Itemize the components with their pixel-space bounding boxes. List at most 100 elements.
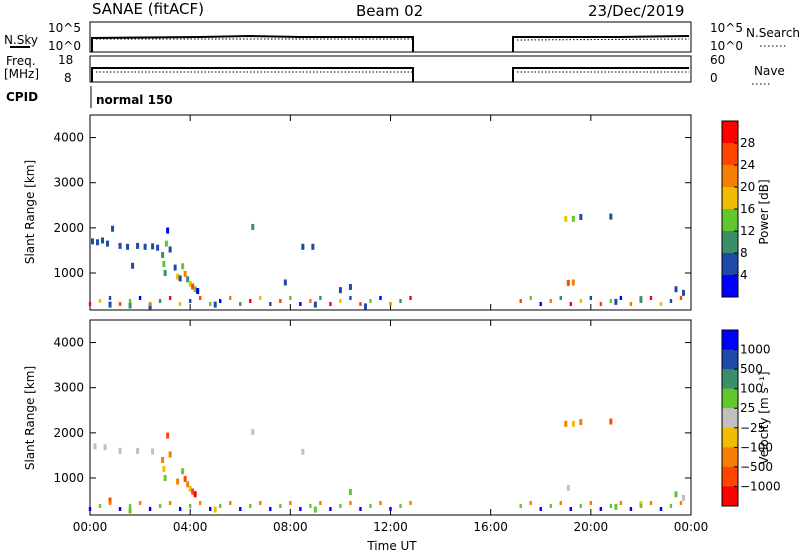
colorbar-segment: [722, 408, 738, 429]
cpid-label: CPID: [6, 90, 38, 104]
range-cell: [589, 501, 593, 505]
range-cell: [128, 507, 132, 514]
colorbar-tick-label: 4: [740, 268, 748, 282]
range-cell: [91, 238, 95, 245]
range-cell: [399, 299, 402, 303]
range-cell: [369, 504, 372, 508]
range-cell: [269, 507, 272, 511]
range-cell: [101, 237, 105, 244]
range-cell: [301, 243, 305, 250]
range-cell: [191, 488, 195, 495]
colorbar-tick-label: 24: [740, 158, 755, 172]
range-cell: [162, 465, 166, 472]
nave-tick-top: 60: [710, 53, 725, 67]
range-cell: [188, 299, 192, 303]
range-cell: [614, 503, 618, 510]
colorbar-segment: [722, 165, 738, 188]
colorbar-tick-label: 8: [740, 246, 748, 260]
range-cell: [118, 302, 122, 306]
range-cell: [619, 296, 623, 300]
noise-tick-top-left: 10^5: [48, 21, 81, 35]
range-cell: [566, 484, 570, 491]
range-cell: [659, 507, 663, 511]
colorbar-tick-label: 100: [740, 382, 763, 396]
colorbar-tick-label: −100: [740, 440, 773, 454]
range-cell: [198, 501, 202, 505]
range-cell: [348, 283, 352, 290]
xtick-label: 04:00: [173, 520, 208, 534]
freq-trace-2: [512, 67, 689, 82]
range-cell: [659, 302, 663, 306]
range-cell: [103, 444, 107, 451]
range-cell: [564, 420, 568, 427]
range-cell: [239, 507, 242, 511]
range-cell: [128, 504, 132, 508]
colorbar-tick-label: 20: [740, 180, 755, 194]
range-cell: [88, 507, 92, 511]
freq-tick-top: 18: [58, 53, 73, 67]
range-cell: [249, 504, 252, 508]
range-cell: [579, 419, 583, 426]
nsky-label: N.Sky: [4, 33, 38, 47]
range-cell: [111, 225, 115, 232]
range-cell: [311, 243, 315, 250]
range-cell: [181, 263, 185, 270]
range-cell: [639, 299, 643, 303]
colorbar-tick-label: −25: [740, 421, 765, 435]
range-cell: [193, 286, 197, 293]
range-cell: [183, 475, 187, 482]
range-cell: [178, 275, 182, 282]
colorbar-tick-label: 16: [740, 202, 755, 216]
range-cell: [168, 451, 172, 458]
noise-tick-bottom-right: 10^0: [710, 39, 743, 53]
range-cell: [339, 504, 342, 508]
range-cell: [126, 243, 130, 250]
range-cell: [88, 302, 92, 306]
range-cell: [679, 296, 683, 300]
range-cell: [251, 428, 255, 435]
range-cell: [681, 289, 685, 296]
cpid-value: normal 150: [96, 93, 173, 107]
range-cell: [181, 468, 185, 475]
range-cell: [279, 299, 282, 303]
ytick-label: 3000: [53, 381, 84, 395]
range-cell: [259, 501, 262, 505]
range-cell: [283, 279, 287, 286]
colorbar-segment: [722, 231, 738, 254]
range-cell: [519, 299, 522, 303]
range-cell: [409, 296, 412, 300]
range-cell: [151, 448, 155, 455]
range-cell: [213, 301, 217, 308]
freq-label: Freq.: [6, 54, 36, 68]
range-cell: [118, 447, 122, 454]
beam-title: Beam 02: [356, 2, 423, 20]
range-cell: [168, 296, 172, 300]
x-axis-label: Time UT: [366, 539, 417, 553]
power-panel: Slant Range [km] 4000 3000 2000 1000 28 24 20…: [23, 114, 771, 311]
range-cell: [369, 299, 372, 303]
power-colorbar-label: Power [dB]: [757, 179, 771, 244]
colorbar-segment: [722, 253, 738, 276]
range-cell: [289, 296, 292, 300]
colorbar-segment: [722, 330, 738, 351]
range-cell: [579, 504, 583, 508]
ytick-label: 2000: [53, 221, 84, 235]
range-cell: [136, 242, 140, 249]
range-cell: [609, 504, 613, 508]
range-cell: [599, 302, 603, 306]
range-cell: [108, 296, 112, 300]
range-cell: [148, 507, 152, 511]
range-cell: [138, 296, 142, 300]
range-cell: [629, 302, 633, 306]
range-cell: [186, 276, 190, 283]
range-cell: [186, 481, 190, 488]
range-cell: [269, 302, 272, 306]
range-cell: [106, 240, 110, 247]
colorbar-segment: [722, 447, 738, 468]
range-cell: [609, 213, 613, 220]
range-cell: [138, 501, 142, 505]
range-cell: [359, 302, 362, 306]
radar-title: SANAE (fitACF): [92, 0, 204, 18]
range-cell: [669, 299, 673, 303]
range-cell: [163, 474, 167, 481]
